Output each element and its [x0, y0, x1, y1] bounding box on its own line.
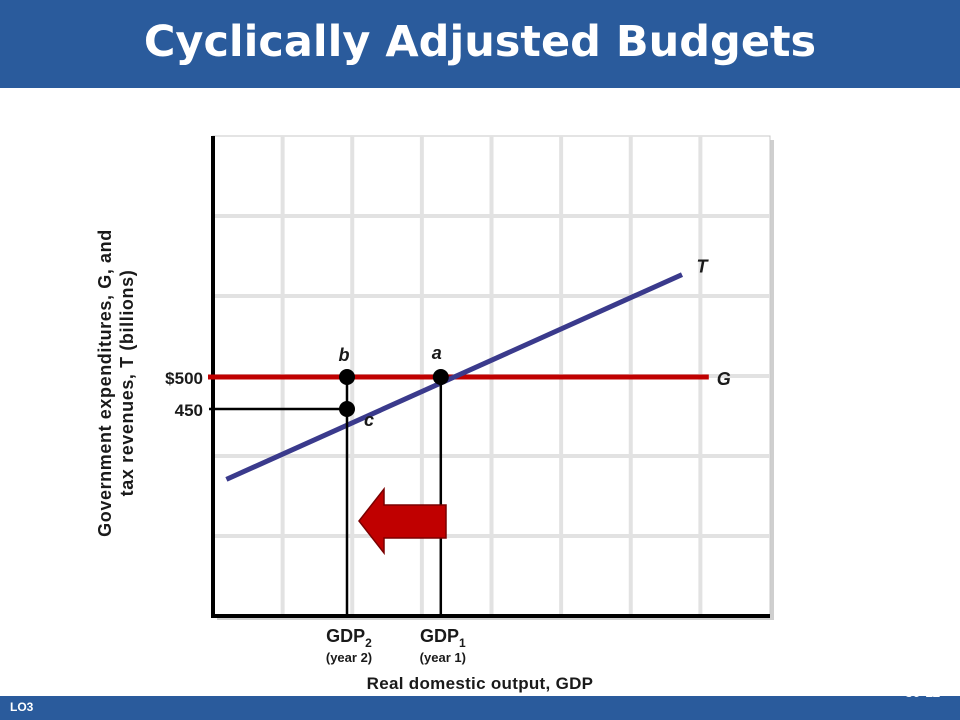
x-tick-label-gdp2-main: GDP: [326, 626, 365, 646]
shift-left-arrow: [358, 486, 447, 556]
y-axis-label-line-2: tax revenues, T (billions): [117, 269, 137, 497]
y-tick-label-1: $500: [165, 369, 203, 388]
point-a: [432, 369, 449, 385]
learning-objective-label: LO3: [10, 700, 34, 714]
x-tick-label-gdp1-main: GDP: [420, 626, 459, 646]
point-label-c: c: [364, 410, 374, 430]
x-tick-label-gdp1: GDP1: [420, 626, 466, 650]
x-tick-note-gdp1: (year 1): [420, 650, 466, 665]
footer-bar: [0, 696, 960, 720]
point-b: [339, 369, 355, 385]
slide-number: 30-11: [904, 684, 940, 700]
page-title: Cyclically Adjusted Budgets: [143, 17, 817, 67]
series-label-t: T: [697, 257, 710, 277]
point-c: [339, 401, 355, 417]
y-axis-label: Government expenditures, G, and tax reve…: [95, 163, 139, 603]
x-tick-label-gdp2-subscript: 2: [365, 636, 372, 650]
title-bar: [0, 0, 960, 88]
point-label-a: a: [432, 343, 442, 363]
series-label-g: G: [717, 369, 731, 389]
y-axis-label-line-1: Government expenditures, G, and: [95, 229, 115, 537]
x-tick-note-gdp2: (year 2): [326, 650, 372, 665]
point-label-b: b: [339, 345, 350, 365]
x-tick-label-gdp1-subscript: 1: [459, 636, 466, 650]
x-tick-label-gdp2: GDP2: [326, 626, 372, 650]
series-t-line: [225, 272, 684, 482]
x-axis-label: Real domestic output, GDP: [366, 674, 594, 693]
y-tick-label-2: 450: [175, 401, 203, 420]
